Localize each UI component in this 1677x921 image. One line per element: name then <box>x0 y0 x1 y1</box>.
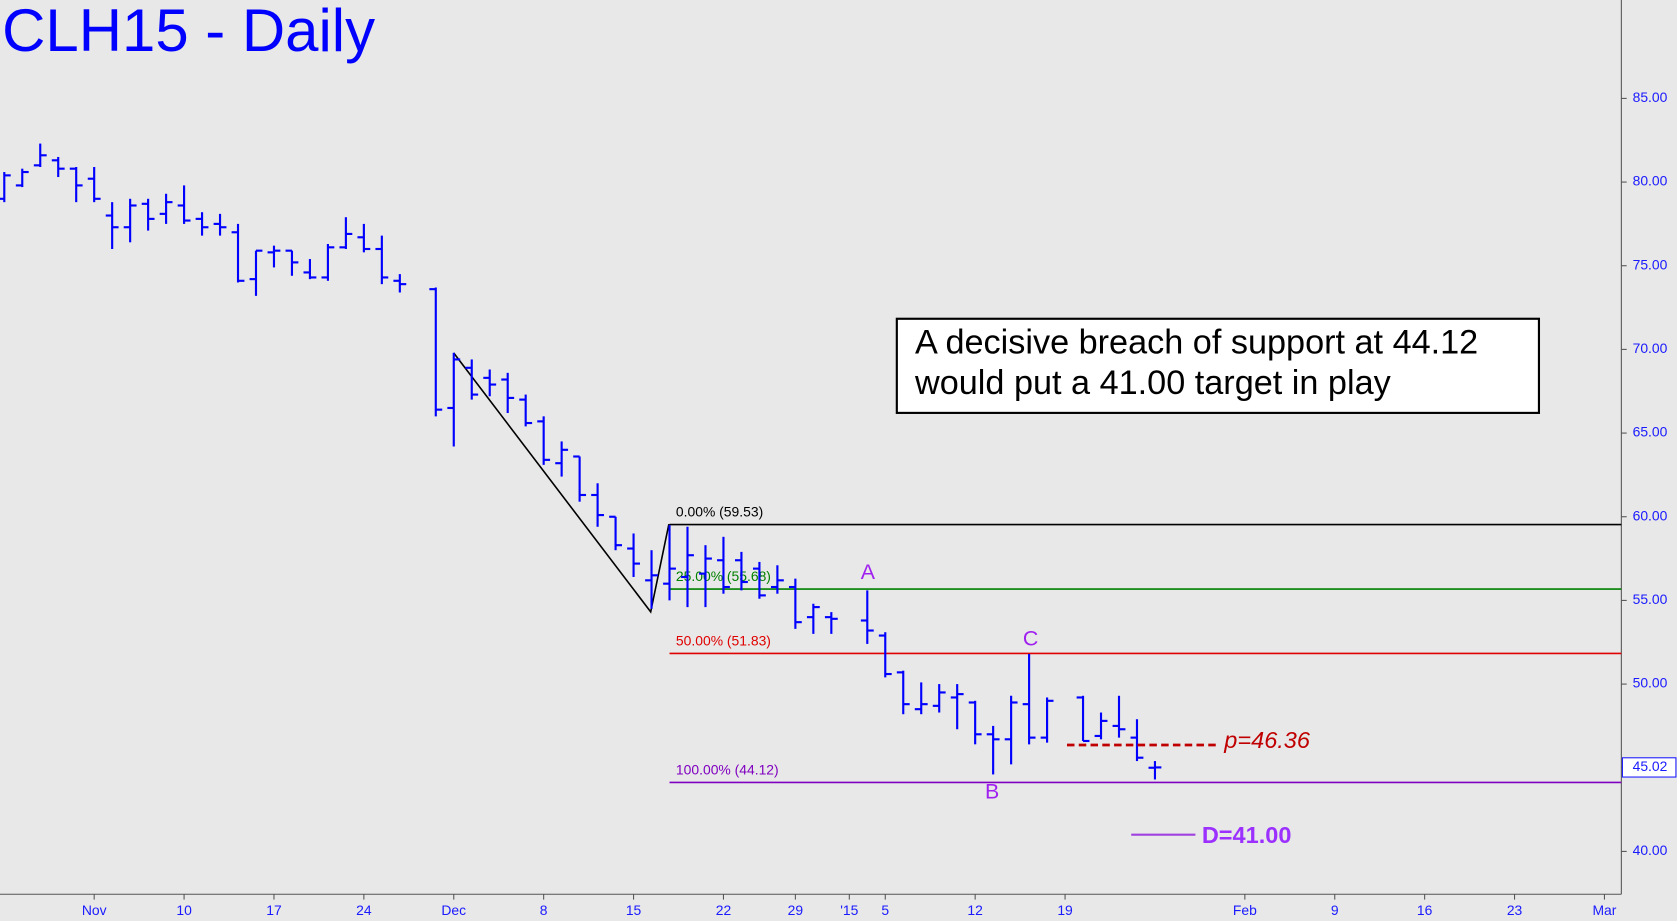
pivot-label: C <box>1023 626 1038 650</box>
pivot-label: B <box>985 779 999 803</box>
x-tick-label: Dec <box>441 902 466 918</box>
note-box <box>895 317 1541 414</box>
y-tick-label: 80.00 <box>1633 173 1668 189</box>
fib-label: 50.00% (51.83) <box>676 632 771 648</box>
x-tick-label: 16 <box>1417 902 1433 918</box>
y-tick-label: 70.00 <box>1633 340 1668 356</box>
y-tick-label: 60.00 <box>1633 507 1668 523</box>
y-tick-label: 85.00 <box>1633 89 1668 105</box>
x-tick-label: 24 <box>356 902 372 918</box>
y-tick-label: 40.00 <box>1633 842 1668 858</box>
last-price-label: 45.02 <box>1633 758 1668 774</box>
x-tick-label: Mar <box>1592 902 1616 918</box>
x-tick-label: 23 <box>1507 902 1523 918</box>
x-tick-label: 5 <box>881 902 889 918</box>
chart-title: CLH15 - Daily <box>2 0 375 64</box>
target-label: D=41.00 <box>1202 822 1292 848</box>
x-tick-label: 12 <box>967 902 983 918</box>
swing-line <box>453 352 670 614</box>
last-price-box <box>1621 757 1677 778</box>
x-tick-label: Nov <box>82 902 107 918</box>
x-tick-label: 15 <box>626 902 642 918</box>
fib-label: 100.00% (44.12) <box>676 761 779 777</box>
pivot-label: A <box>861 560 876 584</box>
y-tick-label: 65.00 <box>1633 424 1668 440</box>
x-tick-label: 10 <box>176 902 192 918</box>
x-tick-label: 19 <box>1057 902 1073 918</box>
y-tick-label: 55.00 <box>1633 591 1668 607</box>
x-tick-label: 29 <box>788 902 804 918</box>
note-line: A decisive breach of support at 44.12 <box>915 323 1478 361</box>
y-tick-label: 75.00 <box>1633 256 1668 272</box>
x-tick-label: 22 <box>716 902 732 918</box>
x-tick-label: 8 <box>540 902 548 918</box>
target-label: p=46.36 <box>1223 727 1311 753</box>
y-tick-label: 50.00 <box>1633 675 1668 691</box>
x-tick-label: 17 <box>266 902 282 918</box>
x-tick-label: 9 <box>1331 902 1339 918</box>
note-line: would put a 41.00 target in play <box>914 364 1392 402</box>
x-tick-label: Feb <box>1233 902 1257 918</box>
fib-label: 0.00% (59.53) <box>676 504 763 520</box>
x-tick-label: '15 <box>840 902 858 918</box>
